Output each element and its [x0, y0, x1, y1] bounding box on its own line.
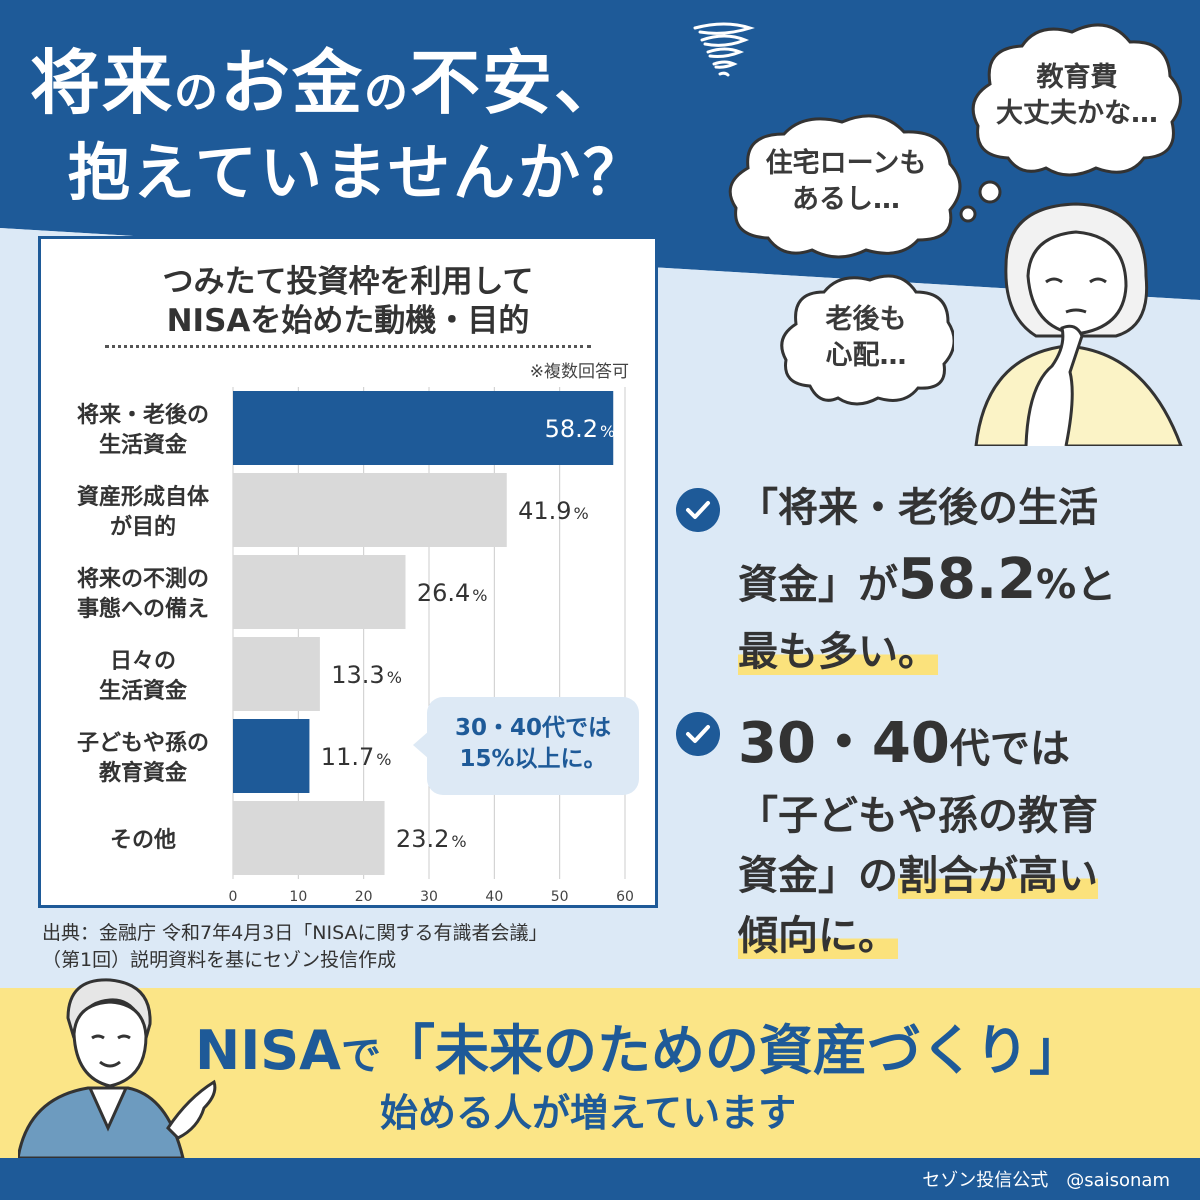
bar	[233, 719, 310, 793]
category-label: 事態への備え	[77, 596, 209, 622]
banner-subline: 始める人が増えています	[380, 1091, 797, 1135]
thought-bubble-education: 教育費 大丈夫かな…	[968, 18, 1186, 184]
source-citation: 出典：金融庁 令和7年4月3日「NISAに関する有識者会議」 （第1回）説明資料…	[42, 922, 548, 971]
chart-card: つみたて投資枠を利用して NISAを始めた動機・目的 ※複数回答可 0 10 20 3…	[38, 236, 658, 908]
category-label: 資産形成自体	[77, 484, 210, 510]
headline: 将来のお金の不安、 抱えていませんか？	[30, 40, 648, 211]
headline-word-future: 将来	[30, 42, 174, 124]
callout-bubble: 30・40代では 15%以上に。	[413, 697, 639, 795]
bar	[233, 555, 406, 629]
thought-bubble-retirement: 老後も 心配…	[778, 272, 954, 408]
value-label: 11.7%	[321, 743, 392, 771]
banner-headline: NISAで「未来のための資産づくり」	[195, 1019, 1083, 1082]
worry-scribble-icon	[693, 22, 755, 77]
check-circle-icon	[676, 488, 720, 532]
category-label: 子どもや孫の	[77, 730, 209, 756]
value-label: 41.9%	[518, 497, 589, 525]
chart-note: ※複数回答可	[529, 362, 629, 382]
x-tick-label: 50	[551, 889, 569, 905]
headline-line2: 抱えていませんか？	[68, 135, 649, 209]
worried-woman-illustration	[974, 202, 1183, 446]
value-label: 23.2%	[396, 825, 467, 853]
x-tick-label: 20	[355, 889, 373, 905]
x-tick-label: 10	[289, 889, 307, 905]
x-tick-label: 30	[420, 889, 438, 905]
bar	[233, 801, 385, 875]
thought-bubble-mortgage: 住宅ローンも あるし…	[724, 112, 968, 262]
x-tick-label: 0	[229, 889, 238, 905]
chart-title-divider	[105, 345, 591, 348]
x-tick-label: 40	[485, 889, 503, 905]
category-label: 教育資金	[99, 760, 188, 786]
category-label: 生活資金	[99, 432, 188, 458]
x-tick-label: 60	[616, 889, 634, 905]
category-label: 生活資金	[99, 678, 188, 704]
value-label: 26.4%	[417, 579, 488, 607]
category-label: が目的	[110, 514, 176, 540]
footer: セゾン投信公式 @saisonam	[0, 1158, 1200, 1200]
category-label: 将来の不測の	[77, 566, 209, 592]
bar	[233, 473, 507, 547]
category-label: その他	[110, 828, 176, 853]
bar	[233, 637, 320, 711]
footer-credit: セゾン投信公式 @saisonam	[922, 1170, 1170, 1191]
bar	[233, 391, 614, 465]
value-label: 13.3%	[331, 661, 402, 689]
presenter-man-illustration	[18, 978, 217, 1158]
callout-tail	[413, 731, 429, 759]
thought-dots-icon	[959, 180, 1002, 223]
category-label: 日々の	[110, 649, 176, 674]
category-label: 将来・老後の	[77, 402, 209, 428]
chart-title: つみたて投資枠を利用して NISAを始めた動機・目的	[162, 264, 534, 339]
check-circle-icon	[676, 712, 720, 756]
bottom-banner	[0, 988, 1200, 1158]
